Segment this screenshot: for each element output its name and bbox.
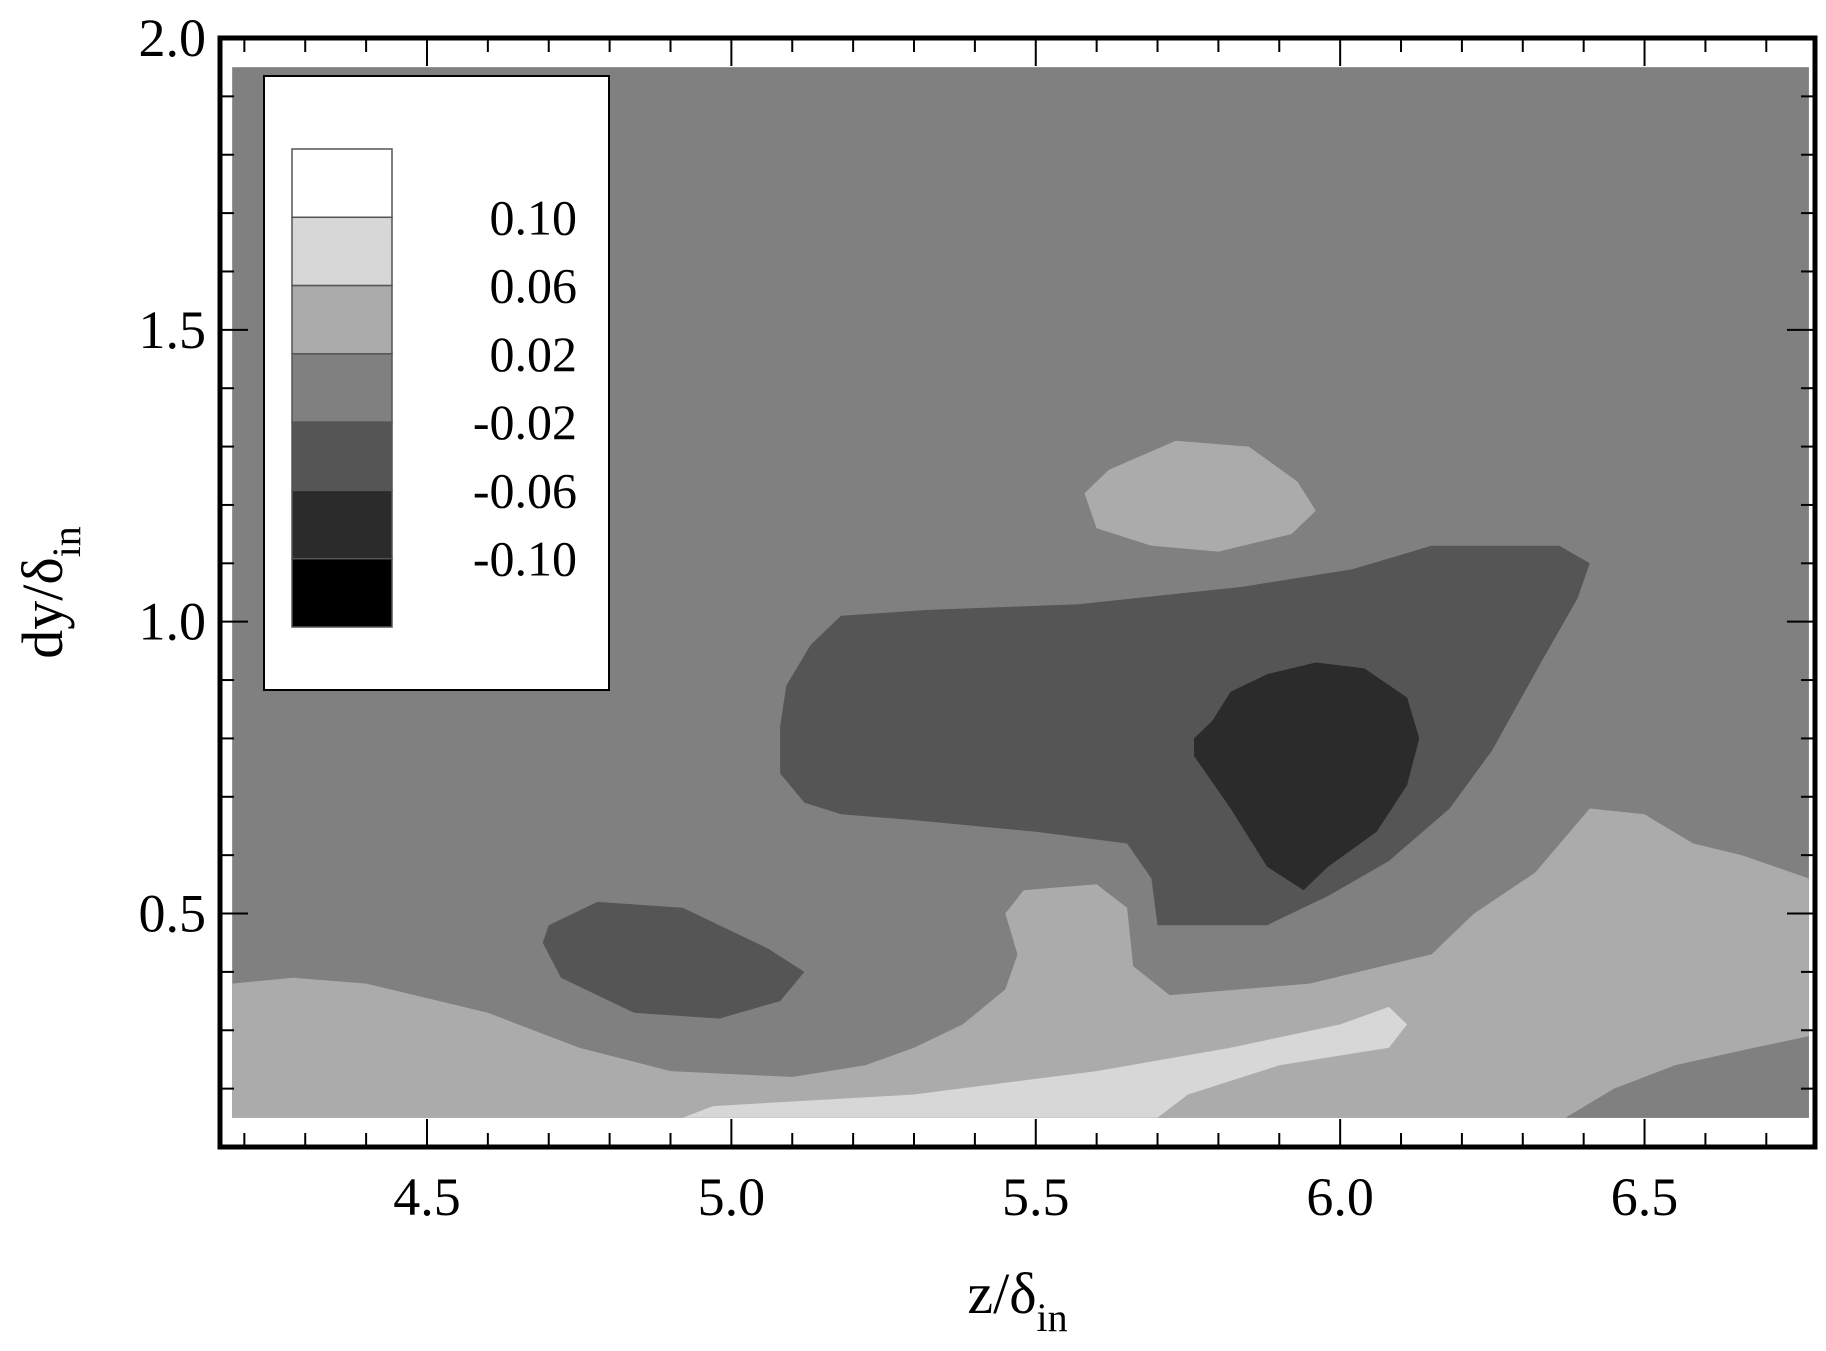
x-tick-label: 6.0	[1306, 1167, 1374, 1227]
x-tick-label: 6.5	[1611, 1167, 1679, 1227]
legend-swatch	[291, 489, 393, 560]
contour-region-bottom-band-high	[682, 1006, 1408, 1118]
contour-region-central-core-strong-negative	[1194, 662, 1420, 891]
x-axis-label: z/δin	[967, 1261, 1067, 1340]
y-axis-label: dy/δin	[10, 526, 89, 659]
legend-labels: 0.10 0.06 0.02 -0.02 -0.06 -0.10	[473, 189, 577, 586]
x-tick-label: 5.5	[1002, 1167, 1070, 1227]
y-tick-label: 1.5	[139, 300, 207, 360]
contour-region-left-blob-negative	[542, 901, 805, 1019]
legend-label: -0.02	[473, 394, 577, 450]
legend-swatch	[291, 216, 393, 287]
x-tick-label: 5.0	[698, 1167, 766, 1227]
y-tick-label: 1.0	[139, 592, 207, 652]
legend-swatch	[291, 421, 393, 492]
contour-region-bottom-band-positive	[232, 808, 1809, 1118]
legend-swatches	[291, 148, 393, 628]
legend-swatch	[291, 353, 393, 423]
legend-label: -0.06	[473, 462, 577, 518]
legend-label: -0.10	[473, 531, 577, 587]
legend-label: 0.06	[490, 258, 578, 314]
legend-label: 0.10	[490, 189, 578, 245]
y-tick-label: 0.5	[139, 884, 207, 944]
legend-swatch	[291, 557, 393, 628]
contour-region-upper-blob-positive	[1084, 440, 1316, 552]
plot-frame	[217, 35, 1818, 1150]
contour-region-bottom-right-low	[1565, 1036, 1809, 1118]
legend-label: 0.02	[490, 326, 578, 382]
contour-region-central-region-negative	[780, 545, 1590, 926]
legend-swatch	[291, 148, 393, 219]
legend-swatch	[291, 284, 393, 355]
y-tick-label: 2.0	[139, 8, 207, 68]
tick-labels: 4.5 5.0 5.5 6.0 6.5 0.5 1.0 1.5 2.0	[139, 8, 1679, 1227]
x-tick-label: 4.5	[393, 1167, 461, 1227]
legend: 0.10 0.06 0.02 -0.02 -0.06 -0.10	[263, 75, 610, 691]
